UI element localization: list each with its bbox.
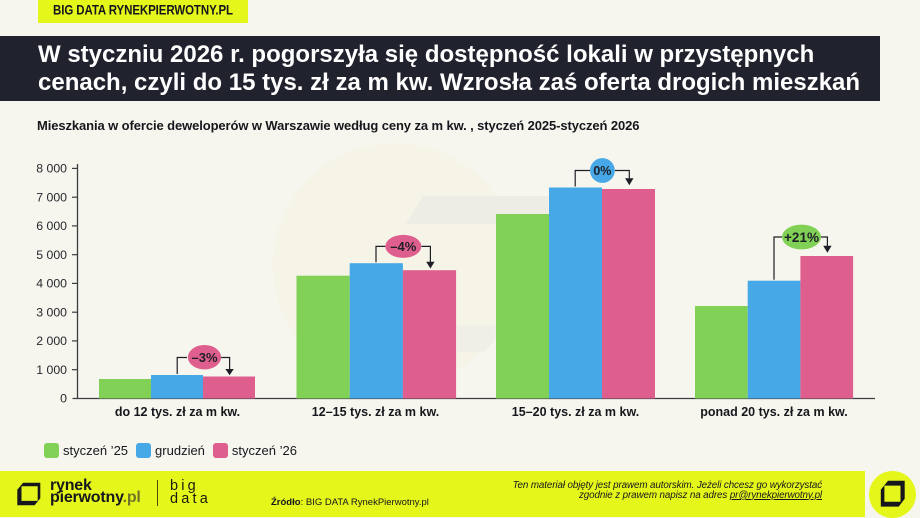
svg-text:0: 0 bbox=[60, 392, 67, 406]
svg-text:ponad 20 tys. zł za m kw.: ponad 20 tys. zł za m kw. bbox=[700, 405, 848, 419]
svg-text:2 000: 2 000 bbox=[36, 334, 67, 348]
svg-text:–4%: –4% bbox=[390, 239, 416, 254]
svg-text:7 000: 7 000 bbox=[36, 190, 67, 204]
svg-text:–3%: –3% bbox=[191, 350, 217, 365]
svg-text:12–15 tys. zł za m kw.: 12–15 tys. zł za m kw. bbox=[312, 405, 439, 419]
svg-text:3 000: 3 000 bbox=[36, 305, 67, 319]
svg-text:0%: 0% bbox=[593, 164, 611, 178]
svg-text:15–20 tys. zł za m kw.: 15–20 tys. zł za m kw. bbox=[512, 405, 639, 419]
svg-text:+21%: +21% bbox=[784, 230, 819, 245]
svg-text:do 12 tys. zł za m kw.: do 12 tys. zł za m kw. bbox=[115, 405, 240, 419]
svg-text:5 000: 5 000 bbox=[36, 248, 67, 262]
svg-text:1 000: 1 000 bbox=[36, 363, 67, 377]
svg-text:6 000: 6 000 bbox=[36, 219, 67, 233]
svg-text:8 000: 8 000 bbox=[36, 162, 67, 176]
svg-text:4 000: 4 000 bbox=[36, 277, 67, 291]
